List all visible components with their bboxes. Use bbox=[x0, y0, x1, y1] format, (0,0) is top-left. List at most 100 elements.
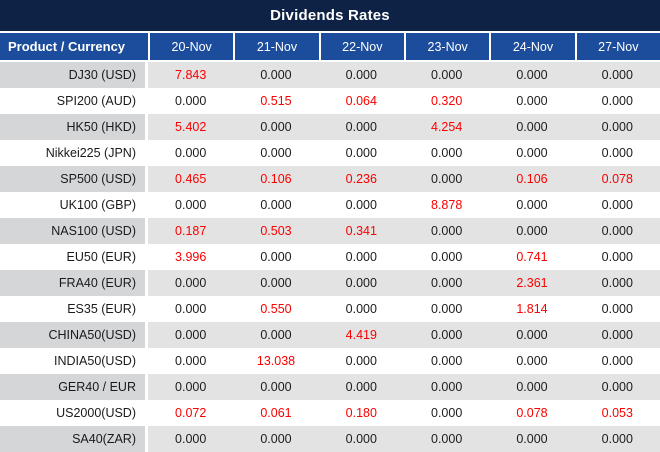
value-cell: 0.000 bbox=[318, 114, 404, 140]
table-row: DJ30 (USD) 7.843 0.000 0.000 0.000 0.000 0.00… bbox=[0, 62, 660, 88]
product-cell: ES35 (EUR) bbox=[0, 296, 148, 322]
date-column-header: 20-Nov bbox=[148, 33, 234, 62]
value-cell: 0.000 bbox=[403, 244, 490, 270]
table-row: UK100 (GBP) 0.000 0.000 0.000 8.878 0.000 0.0… bbox=[0, 192, 660, 218]
value-cell: 0.000 bbox=[403, 400, 490, 426]
table-row: INDIA50(USD) 0.000 13.038 0.000 0.000 0.000 0… bbox=[0, 348, 660, 374]
value-cell: 0.000 bbox=[574, 114, 660, 140]
value-cell: 0.000 bbox=[403, 374, 490, 400]
value-cell: 2.361 bbox=[489, 270, 575, 296]
value-cell: 0.000 bbox=[318, 296, 404, 322]
value-cell: 0.000 bbox=[574, 296, 660, 322]
value-cell: 1.814 bbox=[489, 296, 575, 322]
value-cell: 0.187 bbox=[148, 218, 234, 244]
value-cell: 0.000 bbox=[318, 374, 404, 400]
value-cell: 0.000 bbox=[489, 426, 575, 452]
value-cell: 0.000 bbox=[403, 296, 490, 322]
product-currency-header: Product / Currency bbox=[0, 33, 148, 62]
product-cell: US2000(USD) bbox=[0, 400, 148, 426]
value-cell: 0.000 bbox=[403, 270, 490, 296]
value-cell: 0.053 bbox=[574, 400, 660, 426]
table-row: CHINA50(USD) 0.000 0.000 4.419 0.000 0.000 0.… bbox=[0, 322, 660, 348]
value-cell: 0.000 bbox=[403, 218, 490, 244]
value-cell: 0.000 bbox=[489, 218, 575, 244]
value-cell: 0.000 bbox=[574, 192, 660, 218]
value-cell: 0.000 bbox=[574, 140, 660, 166]
value-cell: 0.000 bbox=[148, 192, 234, 218]
product-cell: NAS100 (USD) bbox=[0, 218, 148, 244]
product-cell: INDIA50(USD) bbox=[0, 348, 148, 374]
value-cell: 0.078 bbox=[489, 400, 575, 426]
product-cell: SPI200 (AUD) bbox=[0, 88, 148, 114]
dividends-table: Product / Currency 20-Nov 21-Nov 22-Nov … bbox=[0, 33, 660, 452]
value-cell: 0.000 bbox=[318, 348, 404, 374]
product-cell: SP500 (USD) bbox=[0, 166, 148, 192]
table-row: HK50 (HKD) 5.402 0.000 0.000 4.254 0.000 0.00… bbox=[0, 114, 660, 140]
table-row: SP500 (USD) 0.465 0.106 0.236 0.000 0.106 0.0… bbox=[0, 166, 660, 192]
value-cell: 0.000 bbox=[148, 140, 234, 166]
value-cell: 7.843 bbox=[148, 62, 234, 88]
value-cell: 0.515 bbox=[233, 88, 319, 114]
value-cell: 0.741 bbox=[489, 244, 575, 270]
value-cell: 0.000 bbox=[233, 426, 319, 452]
value-cell: 0.072 bbox=[148, 400, 234, 426]
value-cell: 4.419 bbox=[318, 322, 404, 348]
value-cell: 0.000 bbox=[318, 270, 404, 296]
value-cell: 0.000 bbox=[489, 348, 575, 374]
value-cell: 0.550 bbox=[233, 296, 319, 322]
table-row: SPI200 (AUD) 0.000 0.515 0.064 0.320 0.000 0.… bbox=[0, 88, 660, 114]
value-cell: 0.320 bbox=[403, 88, 490, 114]
value-cell: 0.000 bbox=[574, 426, 660, 452]
value-cell: 0.180 bbox=[318, 400, 404, 426]
value-cell: 0.000 bbox=[574, 218, 660, 244]
value-cell: 0.000 bbox=[233, 140, 319, 166]
date-column-header: 27-Nov bbox=[574, 33, 660, 62]
value-cell: 0.000 bbox=[148, 296, 234, 322]
value-cell: 0.000 bbox=[318, 426, 404, 452]
table-row: GER40 / EUR 0.000 0.000 0.000 0.000 0.000 0.0… bbox=[0, 374, 660, 400]
value-cell: 0.000 bbox=[489, 114, 575, 140]
value-cell: 0.000 bbox=[233, 374, 319, 400]
value-cell: 0.000 bbox=[574, 62, 660, 88]
panel-title: Dividends Rates bbox=[0, 0, 660, 33]
value-cell: 0.000 bbox=[574, 348, 660, 374]
value-cell: 0.000 bbox=[403, 62, 490, 88]
value-cell: 0.000 bbox=[403, 426, 490, 452]
table-header-row: Product / Currency 20-Nov 21-Nov 22-Nov … bbox=[0, 33, 660, 62]
value-cell: 8.878 bbox=[403, 192, 490, 218]
table-row: SA40(ZAR) 0.000 0.000 0.000 0.000 0.000 0.000 bbox=[0, 426, 660, 452]
value-cell: 0.000 bbox=[574, 244, 660, 270]
value-cell: 0.000 bbox=[233, 114, 319, 140]
value-cell: 0.000 bbox=[233, 270, 319, 296]
product-cell: FRA40 (EUR) bbox=[0, 270, 148, 296]
value-cell: 0.000 bbox=[574, 374, 660, 400]
table-row: Nikkei225 (JPN) 0.000 0.000 0.000 0.000 0.00… bbox=[0, 140, 660, 166]
value-cell: 0.106 bbox=[233, 166, 319, 192]
value-cell: 4.254 bbox=[403, 114, 490, 140]
value-cell: 0.106 bbox=[489, 166, 575, 192]
value-cell: 0.000 bbox=[489, 62, 575, 88]
product-cell: Nikkei225 (JPN) bbox=[0, 140, 148, 166]
value-cell: 0.064 bbox=[318, 88, 404, 114]
table-row: ES35 (EUR) 0.000 0.550 0.000 0.000 1.814 0.00… bbox=[0, 296, 660, 322]
table-row: NAS100 (USD) 0.187 0.503 0.341 0.000 0.000 0.… bbox=[0, 218, 660, 244]
value-cell: 13.038 bbox=[233, 348, 319, 374]
value-cell: 0.000 bbox=[148, 374, 234, 400]
value-cell: 0.000 bbox=[318, 244, 404, 270]
date-column-header: 23-Nov bbox=[403, 33, 490, 62]
value-cell: 0.341 bbox=[318, 218, 404, 244]
table-body: DJ30 (USD) 7.843 0.000 0.000 0.000 0.000 0.00… bbox=[0, 62, 660, 452]
table-row: US2000(USD) 0.072 0.061 0.180 0.000 0.078 0.0… bbox=[0, 400, 660, 426]
value-cell: 0.000 bbox=[403, 348, 490, 374]
value-cell: 0.078 bbox=[574, 166, 660, 192]
value-cell: 0.000 bbox=[318, 192, 404, 218]
value-cell: 0.000 bbox=[574, 270, 660, 296]
value-cell: 0.236 bbox=[318, 166, 404, 192]
value-cell: 0.000 bbox=[148, 270, 234, 296]
date-column-header: 22-Nov bbox=[318, 33, 404, 62]
value-cell: 0.000 bbox=[489, 192, 575, 218]
value-cell: 5.402 bbox=[148, 114, 234, 140]
value-cell: 0.000 bbox=[318, 140, 404, 166]
value-cell: 0.000 bbox=[574, 88, 660, 114]
